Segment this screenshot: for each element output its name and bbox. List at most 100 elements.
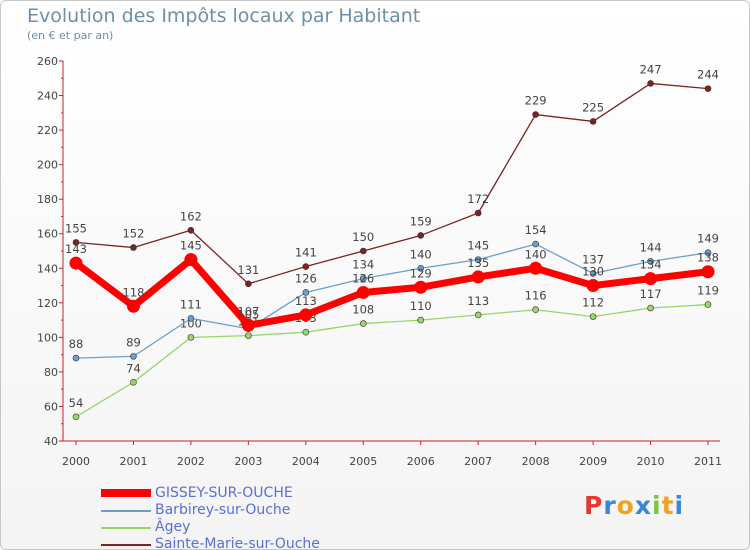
data-label-barbirey-sur-ouche: 145	[467, 239, 489, 253]
data-point-gissey-sur-ouche	[701, 265, 715, 279]
data-label-agey: 113	[467, 294, 489, 308]
logo-letter: o	[616, 491, 635, 520]
data-point-gissey-sur-ouche	[69, 256, 83, 270]
data-label-barbirey-sur-ouche: 88	[69, 337, 84, 351]
data-label-barbirey-sur-ouche: 140	[410, 247, 432, 261]
data-point-sainte-marie-sur-ouche	[359, 247, 367, 255]
x-tick-label: 2005	[349, 455, 377, 468]
data-point-gissey-sur-ouche	[241, 318, 255, 332]
x-tick-label: 2008	[522, 455, 550, 468]
logo-letter: t	[661, 491, 675, 520]
data-label-barbirey-sur-ouche: 144	[640, 240, 662, 254]
data-label-gissey-sur-ouche: 129	[410, 266, 432, 280]
data-label-gissey-sur-ouche: 135	[467, 256, 489, 270]
data-point-barbirey-sur-ouche	[704, 249, 712, 257]
data-point-sainte-marie-sur-ouche	[589, 118, 597, 125]
data-label-barbirey-sur-ouche: 111	[180, 297, 202, 311]
data-point-agey	[589, 313, 597, 320]
data-point-barbirey-sur-ouche	[474, 256, 482, 263]
data-label-agey: 116	[525, 289, 547, 303]
x-tick-label: 2010	[637, 455, 665, 468]
proxiti-logo: Proxiti	[584, 491, 684, 520]
data-point-sainte-marie-sur-ouche	[417, 232, 425, 239]
y-tick-label: 140	[37, 262, 58, 275]
logo-letter: x	[634, 491, 652, 520]
data-label-agey: 110	[410, 299, 432, 313]
data-label-barbirey-sur-ouche: 134	[352, 258, 374, 272]
y-tick-label: 120	[37, 297, 58, 310]
series-line-agey	[75, 303, 709, 418]
data-label-sainte-marie-sur-ouche: 141	[295, 246, 317, 260]
logo-letter: r	[603, 491, 617, 520]
data-label-agey: 119	[697, 284, 719, 298]
legend-swatch	[101, 489, 151, 497]
logo-letter: P	[584, 491, 604, 520]
y-tick-label: 220	[37, 124, 58, 137]
data-label-gissey-sur-ouche: 130	[582, 265, 604, 279]
data-point-gissey-sur-ouche	[126, 299, 140, 313]
legend-swatch	[101, 510, 151, 512]
x-tick-label: 2006	[407, 455, 435, 468]
data-label-gissey-sur-ouche: 143	[65, 242, 87, 256]
data-point-agey	[647, 304, 654, 312]
data-label-gissey-sur-ouche: 138	[697, 251, 719, 265]
y-tick-label: 60	[44, 400, 58, 413]
data-point-gissey-sur-ouche	[529, 261, 543, 275]
y-tick-label: 100	[37, 331, 58, 344]
series-line-barbirey-sur-ouche	[75, 243, 709, 359]
data-point-gissey-sur-ouche	[356, 285, 370, 299]
data-point-sainte-marie-sur-ouche	[187, 226, 195, 234]
data-point-barbirey-sur-ouche	[130, 353, 137, 360]
data-point-agey	[130, 378, 137, 386]
data-label-gissey-sur-ouche: 134	[640, 258, 662, 272]
legend-label: Sainte-Marie-sur-Ouche	[155, 536, 320, 550]
y-tick-label: 80	[44, 366, 58, 379]
data-point-agey	[359, 320, 367, 327]
data-label-sainte-marie-sur-ouche: 159	[410, 214, 432, 228]
x-tick-label: 2000	[62, 455, 90, 468]
x-tick-label: 2001	[119, 455, 147, 468]
chart-title: Evolution des Impôts locaux par Habitant	[27, 5, 421, 27]
data-label-sainte-marie-sur-ouche: 225	[582, 100, 604, 114]
x-tick-label: 2004	[292, 455, 320, 468]
y-tick-label: 40	[44, 435, 58, 448]
data-point-gissey-sur-ouche	[184, 253, 198, 267]
data-label-gissey-sur-ouche: 107	[237, 304, 259, 318]
data-point-gissey-sur-ouche	[471, 270, 485, 284]
data-label-gissey-sur-ouche: 140	[525, 247, 547, 261]
y-tick-label: 180	[37, 193, 58, 206]
data-point-sainte-marie-sur-ouche	[647, 80, 654, 87]
x-tick-label: 2007	[464, 455, 492, 468]
data-label-gissey-sur-ouche: 126	[352, 271, 374, 285]
legend-label: GISSEY-SUR-OUCHE	[155, 485, 293, 501]
data-label-sainte-marie-sur-ouche: 247	[640, 62, 662, 76]
data-label-agey: 112	[582, 296, 604, 310]
data-label-agey: 117	[640, 287, 662, 301]
data-point-gissey-sur-ouche	[644, 272, 658, 286]
data-point-sainte-marie-sur-ouche	[302, 263, 310, 270]
data-point-gissey-sur-ouche	[414, 280, 428, 294]
data-label-gissey-sur-ouche: 118	[122, 285, 144, 299]
data-point-sainte-marie-sur-ouche	[532, 111, 539, 118]
data-label-sainte-marie-sur-ouche: 229	[525, 94, 547, 108]
data-label-gissey-sur-ouche: 145	[180, 239, 202, 253]
x-tick-label: 2003	[234, 455, 262, 468]
data-label-agey: 74	[126, 361, 141, 375]
series-line-sainte-marie-sur-ouche	[75, 82, 709, 285]
y-tick-label: 240	[37, 90, 58, 103]
legend-swatch	[101, 527, 151, 529]
data-label-sainte-marie-sur-ouche: 244	[697, 68, 719, 82]
data-label-agey: 54	[69, 396, 84, 410]
y-tick-label: 260	[37, 55, 58, 68]
data-point-barbirey-sur-ouche	[589, 270, 597, 277]
legend-label: Âgey	[155, 519, 191, 535]
logo-letter: i	[674, 491, 685, 520]
x-tick-label: 2002	[177, 455, 205, 468]
data-point-barbirey-sur-ouche	[187, 315, 195, 322]
data-label-sainte-marie-sur-ouche: 150	[352, 230, 374, 244]
data-label-barbirey-sur-ouche: 137	[582, 252, 604, 266]
data-label-barbirey-sur-ouche: 149	[697, 232, 719, 246]
data-point-barbirey-sur-ouche	[532, 240, 539, 248]
legend-label: Barbirey-sur-Ouche	[155, 502, 291, 518]
chart-subtitle: (en € et par an)	[27, 29, 114, 42]
